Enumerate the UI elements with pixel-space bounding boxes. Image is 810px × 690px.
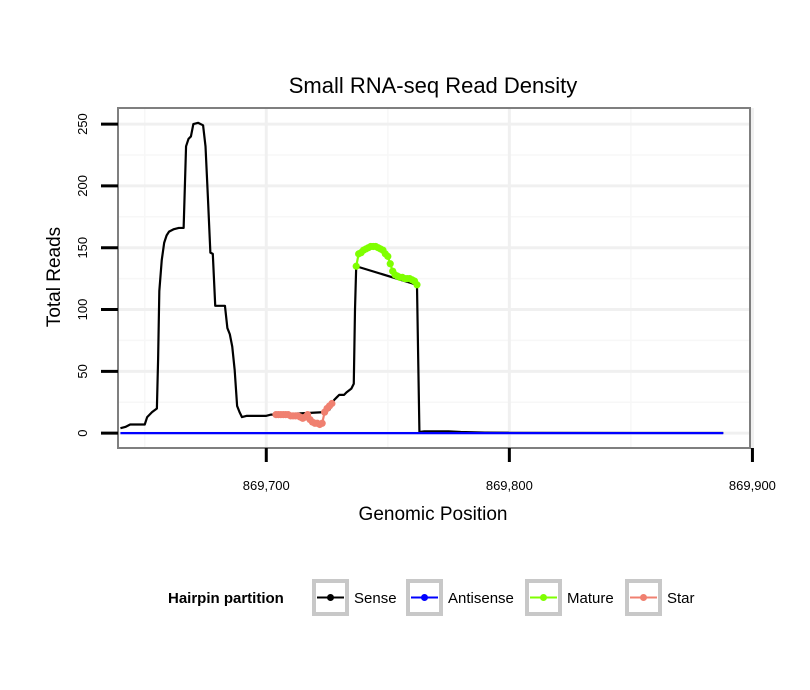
legend-label-sense: Sense <box>354 590 397 607</box>
legend-title: Hairpin partition <box>168 590 284 607</box>
x-tick-label: 869,800 <box>486 478 533 493</box>
y-tick-label: 0 <box>75 430 90 437</box>
legend-key-dot <box>421 594 428 601</box>
y-tick-label: 250 <box>75 113 90 135</box>
series-star <box>272 399 336 429</box>
legend: Hairpin partition Sense Antisense Mature St… <box>168 579 695 616</box>
mature-point <box>352 262 360 270</box>
legend-key-dot <box>640 594 647 601</box>
y-tick-label: 100 <box>75 299 90 321</box>
mature-point <box>413 281 421 289</box>
star-point <box>318 419 326 427</box>
legend-item-antisense: Antisense <box>406 579 514 616</box>
legend-item-star: Star <box>625 579 695 616</box>
y-axis-title: Total Reads <box>44 227 65 327</box>
legend-label-mature: Mature <box>567 590 614 607</box>
legend-key-dot <box>540 594 547 601</box>
series-mature <box>352 242 421 289</box>
legend-item-mature: Mature <box>525 579 614 616</box>
star-point <box>328 399 336 408</box>
plot-panel-border <box>117 107 751 449</box>
x-axis-title: Genomic Position <box>359 504 508 525</box>
grid-lines <box>118 108 754 448</box>
y-tick-label: 50 <box>75 364 90 378</box>
series-layer <box>120 121 724 435</box>
legend-label-antisense: Antisense <box>448 590 514 607</box>
mature-point <box>384 252 392 260</box>
legend-label-star: Star <box>667 590 695 607</box>
axes: 869,700 869,800 869,900 0 50 100 150 200 250 <box>75 113 776 493</box>
mature-point <box>386 260 394 268</box>
x-tick-label: 869,900 <box>729 478 776 493</box>
y-tick-label: 200 <box>75 175 90 197</box>
legend-item-sense: Sense <box>312 579 397 616</box>
legend-key-dot <box>327 594 334 601</box>
x-tick-label: 869,700 <box>243 478 290 493</box>
y-tick-label: 150 <box>75 237 90 259</box>
chart-title: Small RNA-seq Read Density <box>289 73 578 98</box>
